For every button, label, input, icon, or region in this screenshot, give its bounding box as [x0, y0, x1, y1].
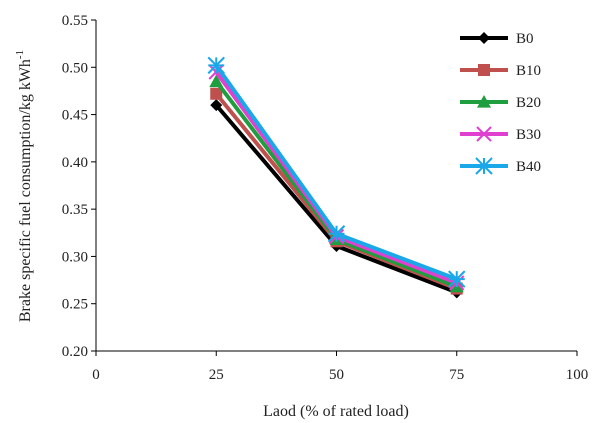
data-point [327, 225, 346, 243]
series-line [214, 79, 459, 289]
data-point [210, 87, 223, 100]
legend-marker [478, 64, 490, 76]
x-tick-label: 100 [566, 367, 589, 383]
y-axis-title: Brake specific fuel consumption/kg kWh-1 [14, 50, 34, 322]
legend-marker [476, 126, 492, 142]
y-tick-label: 0.35 [62, 202, 88, 218]
series-layer [207, 56, 466, 299]
legend-label: B10 [516, 63, 541, 79]
data-point [448, 270, 466, 288]
legend: B0 B10 B20 B30 B40 [460, 31, 541, 175]
y-tick-label: 0.30 [62, 249, 88, 265]
x-tick-label: 75 [449, 367, 464, 383]
data-point [210, 99, 223, 112]
x-tick-label: 50 [329, 367, 344, 383]
legend-entry-b0: B0 [460, 31, 534, 47]
y-tick-label: 0.55 [62, 13, 88, 29]
y-tick-label: 0.45 [62, 108, 88, 124]
data-point [207, 56, 225, 75]
x-ticks: 0 25 50 75 100 [92, 351, 588, 383]
x-axis-title: Laod (% of rated load) [263, 403, 409, 420]
x-tick-label: 25 [209, 367, 224, 383]
y-ticks: 0.20 0.25 0.30 0.35 0.40 0.45 0.50 0.55 [62, 13, 96, 360]
legend-marker [475, 157, 493, 175]
y-axis-title-superscript: -1 [14, 50, 26, 59]
legend-entry-b40: B40 [460, 157, 541, 175]
y-tick-label: 0.25 [62, 297, 88, 313]
legend-marker [478, 32, 490, 44]
legend-entry-b20: B20 [460, 95, 541, 111]
legend-marker [477, 95, 491, 108]
legend-label: B30 [516, 127, 541, 143]
series-b30 [208, 64, 465, 291]
data-point [209, 74, 224, 88]
legend-entry-b30: B30 [460, 126, 541, 143]
series-b40 [207, 56, 466, 288]
legend-label: B40 [516, 159, 541, 175]
legend-entry-b10: B10 [460, 63, 541, 79]
y-tick-label: 0.40 [62, 155, 88, 171]
y-axis-title-text: Brake specific fuel consumption/kg kWh [17, 59, 34, 322]
legend-label: B0 [516, 31, 534, 47]
y-axis-title-group: Brake specific fuel consumption/kg kWh-1 [14, 50, 34, 322]
x-tick-label: 0 [92, 367, 100, 383]
y-tick-label: 0.20 [62, 344, 88, 360]
y-tick-label: 0.50 [62, 60, 88, 76]
legend-label: B20 [516, 95, 541, 111]
